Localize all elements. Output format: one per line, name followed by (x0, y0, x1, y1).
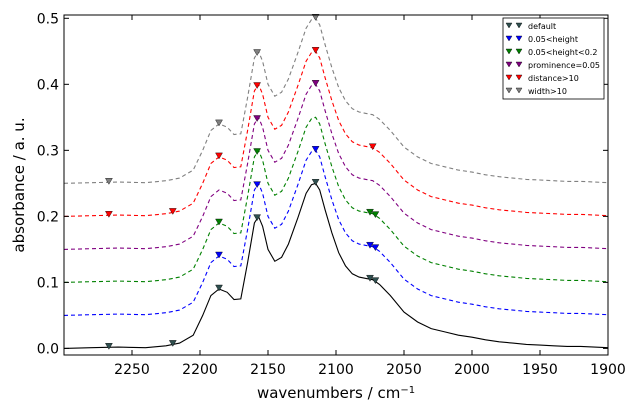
peak-marker (253, 148, 261, 155)
y-tick-label: 0.5 (37, 11, 59, 27)
legend-marker (505, 22, 513, 29)
legend-marker (505, 74, 513, 81)
peak-marker (311, 179, 320, 186)
y-tick-label: 0.1 (37, 275, 59, 291)
x-tick-label: 2100 (318, 362, 354, 378)
peak-marker (253, 82, 261, 89)
legend-box (502, 17, 605, 100)
x-axis-label: wavenumbers / cm−1 (257, 384, 415, 402)
x-tick-label: 2050 (386, 362, 422, 378)
peak-marker (215, 152, 223, 160)
x-tick-label: 2000 (454, 362, 490, 378)
legend-label: prominence=0.05 (528, 61, 600, 70)
series-line-default (63, 182, 609, 349)
series-line-distance-10 (63, 50, 609, 217)
legend-marker (515, 87, 523, 94)
peak-marker (105, 343, 113, 350)
legend: default 0.05<height 0.05<height<0.2 promine… (502, 17, 605, 100)
peak-marker (105, 211, 113, 218)
peak-marker (311, 14, 320, 21)
legend-marker (515, 74, 523, 81)
peak-marker (371, 211, 380, 218)
peak-marker (311, 80, 320, 87)
x-axis-label-superscript: −1 (400, 385, 415, 396)
x-tick-label: 2250 (114, 362, 150, 378)
legend-label: 0.05<height (528, 35, 578, 44)
peak-marker (371, 244, 380, 251)
legend-label: 0.05<height<0.2 (528, 48, 597, 57)
x-tick-label: 1900 (590, 362, 626, 378)
legend-marker (505, 35, 513, 42)
peak-marker (215, 284, 223, 292)
peak-marker (168, 340, 177, 347)
peak-marker (311, 47, 320, 54)
y-tick-label: 0.2 (37, 209, 59, 225)
peak-marker-layer (105, 14, 380, 350)
legend-marker (515, 35, 523, 42)
series-line-0-05-height (63, 149, 609, 316)
peak-marker (215, 251, 223, 259)
series-line-prominence-0-05 (63, 83, 609, 250)
y-tick-label: 0.3 (37, 143, 59, 159)
y-axis-label: absorbance / a. u. (10, 117, 28, 252)
peak-marker (253, 214, 261, 221)
peak-marker (253, 181, 261, 188)
series-line-width-10 (63, 17, 609, 184)
tick-layer: 2250 2200 2150 2100 2050 2000 1950 1900 0.0 0.1 0.… (37, 11, 626, 378)
peak-marker (215, 119, 223, 127)
y-tick-label: 0.0 (37, 341, 59, 357)
legend-label: distance>10 (528, 74, 579, 83)
legend-label: width>10 (528, 87, 567, 96)
legend-marker (505, 61, 513, 68)
peak-marker (215, 218, 223, 226)
peak-marker (253, 115, 261, 122)
legend-marker (505, 87, 513, 94)
legend-marker (515, 48, 523, 55)
peak-marker (366, 209, 374, 216)
series-layer (63, 17, 609, 349)
legend-marker (515, 22, 523, 29)
peak-marker (368, 143, 377, 151)
peak-marker (371, 277, 380, 284)
peak-marker (105, 178, 113, 185)
x-tick-label: 1950 (522, 362, 558, 378)
legend-marker (515, 61, 523, 68)
legend-label: default (528, 22, 556, 31)
y-tick-label: 0.4 (37, 77, 59, 93)
series-line-0-05-height-0-2 (63, 116, 609, 283)
peak-marker (311, 146, 320, 153)
x-tick-label: 2200 (182, 362, 218, 378)
peak-marker (366, 242, 374, 249)
x-tick-label: 2150 (250, 362, 286, 378)
peak-marker (168, 208, 177, 215)
legend-marker (505, 48, 513, 55)
peak-marker (366, 275, 374, 282)
peak-marker (253, 49, 261, 56)
